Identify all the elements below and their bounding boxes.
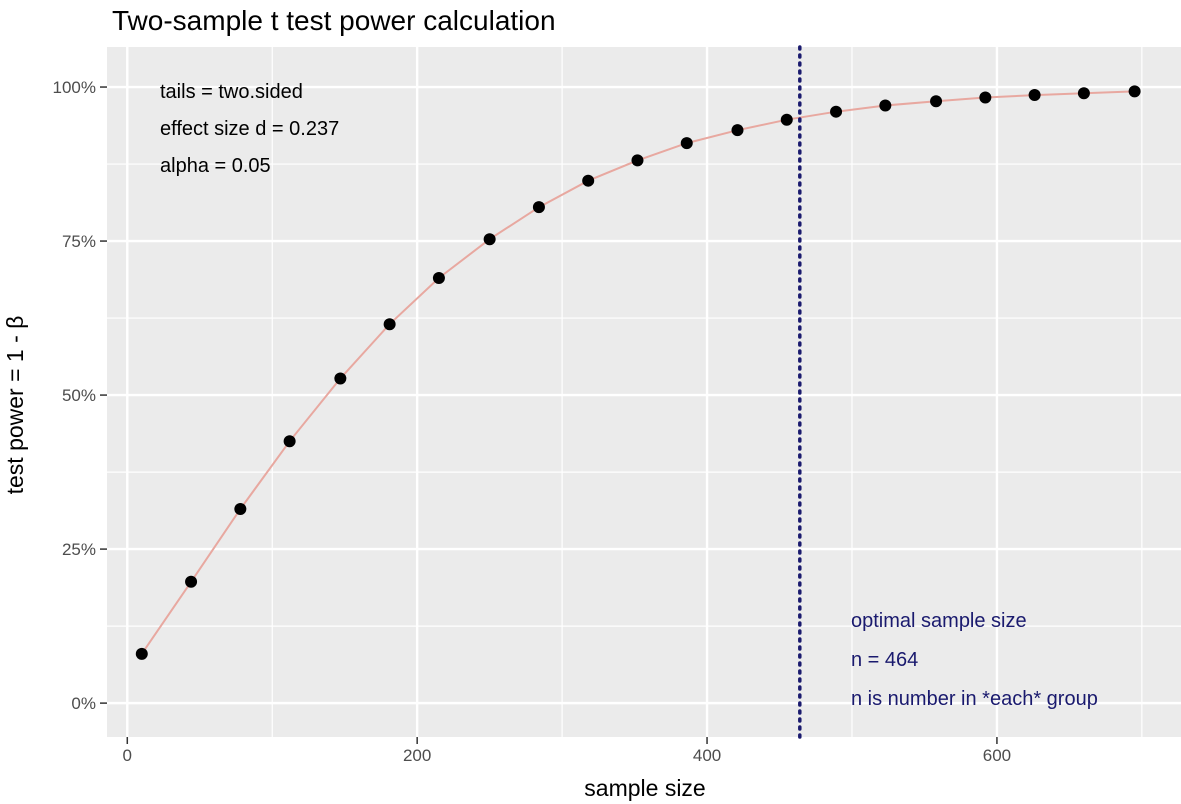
y-axis-ticks: 0% 25% 50% 75% 100% xyxy=(53,78,107,713)
data-point xyxy=(930,95,943,108)
x-tick-label: 200 xyxy=(403,746,431,765)
data-point xyxy=(432,272,445,285)
data-point xyxy=(334,372,347,385)
data-point xyxy=(979,91,992,104)
optimal-note: n is number in *each* group xyxy=(851,688,1098,710)
y-axis-title: test power = 1 - β xyxy=(2,316,28,495)
y-tick-label: 75% xyxy=(62,232,96,251)
y-tick-label: 100% xyxy=(53,78,96,97)
y-tick-label: 0% xyxy=(71,694,96,713)
x-axis-ticks: 0 200 400 600 xyxy=(123,737,1011,765)
major-gridlines xyxy=(107,47,1181,737)
param-effect-size: effect size d = 0.237 xyxy=(160,118,339,140)
optimal-n-value: n = 464 xyxy=(851,649,918,671)
data-point xyxy=(283,435,296,448)
param-tails: tails = two.sided xyxy=(160,81,303,103)
x-axis-title: sample size xyxy=(584,775,705,801)
data-point xyxy=(879,99,892,112)
optimal-label: optimal sample size xyxy=(851,610,1027,632)
data-point xyxy=(1128,85,1141,98)
data-point xyxy=(1028,89,1041,102)
data-point xyxy=(830,105,843,118)
data-point xyxy=(135,647,148,660)
plot-panel xyxy=(107,47,1181,737)
chart-title: Two-sample t test power calculation xyxy=(112,5,556,36)
x-tick-label: 600 xyxy=(983,746,1011,765)
param-alpha: alpha = 0.05 xyxy=(160,155,271,177)
y-tick-label: 25% xyxy=(62,540,96,559)
y-tick-label: 50% xyxy=(62,386,96,405)
data-point xyxy=(780,113,793,126)
data-point xyxy=(731,124,744,137)
data-point xyxy=(185,575,198,588)
data-point xyxy=(383,318,396,331)
data-point xyxy=(631,154,644,167)
data-point xyxy=(1077,87,1090,100)
x-tick-label: 0 xyxy=(123,746,132,765)
data-point xyxy=(582,174,595,187)
data-point xyxy=(234,503,247,516)
minor-gridlines xyxy=(107,47,1181,737)
x-tick-label: 400 xyxy=(693,746,721,765)
data-point xyxy=(532,201,545,214)
data-point xyxy=(680,137,693,150)
data-point xyxy=(483,233,496,246)
data-points xyxy=(135,85,1141,660)
